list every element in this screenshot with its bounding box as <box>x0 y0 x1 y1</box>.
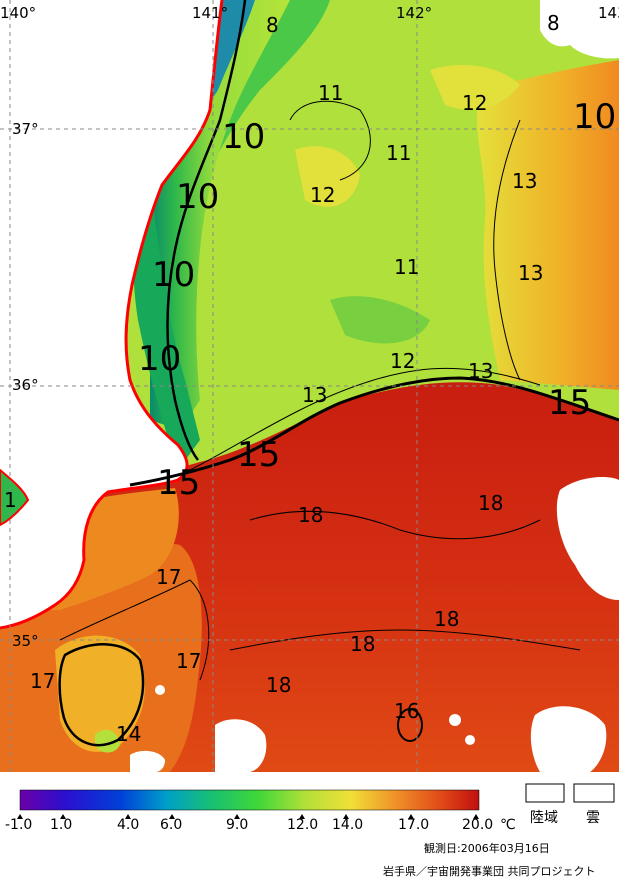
land-label: 陸域 <box>530 810 558 826</box>
scale-tick-label: 17.0 <box>398 817 429 833</box>
latitude-label: 36° <box>12 376 39 394</box>
graticule <box>0 0 619 772</box>
contour-label: 14 <box>116 722 141 746</box>
longitude-label: 140° <box>0 4 36 22</box>
contour-label: 10 <box>138 339 181 379</box>
cloud-swatch <box>573 783 615 803</box>
green-south-spot <box>95 729 120 753</box>
contour-label: 1 <box>4 488 17 512</box>
longitude-label: 143° <box>598 4 619 22</box>
scale-tick-label: 6.0 <box>160 817 182 833</box>
contour-label: 10 <box>152 255 195 295</box>
longitude-label: 142° <box>396 4 432 22</box>
honshu-land <box>0 0 222 628</box>
contour-label: 12 <box>462 91 487 115</box>
cloud-spot <box>465 735 475 745</box>
contour-label: 18 <box>350 632 375 656</box>
scale-tick-label: 4.0 <box>117 817 139 833</box>
contour-label: 18 <box>434 607 459 631</box>
contour-label: 10 <box>222 117 265 157</box>
contour-label: 11 <box>318 81 343 105</box>
contour-label: 17 <box>30 669 55 693</box>
contour-label: 18 <box>478 491 503 515</box>
cloud-north-east <box>540 0 619 59</box>
scale-unit: ℃ <box>500 817 516 833</box>
scale-tick-label: 14.0 <box>332 817 363 833</box>
contour-label: 13 <box>518 261 543 285</box>
isotherm-12 <box>289 100 371 181</box>
isotherm-10 <box>166 0 247 461</box>
isotherm-13-east <box>493 119 521 381</box>
latitude-label: 35° <box>12 632 39 650</box>
credit-line: 岩手県／宇宙開発事業団 共同プロジェクト <box>383 864 596 878</box>
contour-label: 18 <box>298 503 323 527</box>
contour-label: 10 <box>176 177 219 217</box>
latitude-label: 37° <box>12 120 39 138</box>
yellow-southwest-eddy <box>55 635 145 752</box>
isotherm-18-south <box>229 629 581 651</box>
cloud-south-3 <box>130 750 165 772</box>
eastern-warm-water <box>476 60 619 390</box>
island-left <box>0 468 30 527</box>
cloud-spot <box>449 714 461 726</box>
contour-label: 12 <box>310 183 335 207</box>
eddy-south <box>397 708 423 742</box>
cloud-east-large <box>556 477 619 600</box>
land-swatch <box>525 783 565 803</box>
north-yellow-patch <box>430 65 520 110</box>
contour-label: 11 <box>386 141 411 165</box>
scale-tick-label: 12.0 <box>287 817 318 833</box>
contour-label: 17 <box>156 565 181 589</box>
longitude-label: 141° <box>192 4 228 22</box>
scale-tick-label: 9.0 <box>226 817 248 833</box>
contour-label: 13 <box>512 169 537 193</box>
eddy-southwest <box>58 643 145 747</box>
contour-label: 12 <box>390 349 415 373</box>
contour-label: 15 <box>157 463 200 503</box>
cloud-spot <box>155 685 165 695</box>
observation-date: 観測日:2006年03月16日 <box>424 841 550 855</box>
scale-tick-label: -1.0 <box>5 817 32 833</box>
scale-tick-markers <box>17 814 479 819</box>
honshu-coastline <box>0 0 224 630</box>
sea-surface-temperature-map: 140° 141° 142° 143° 37° 36° 35° 8 8 10 1… <box>0 0 619 772</box>
cloud-south-1 <box>215 719 267 772</box>
contour-label: 16 <box>394 699 419 723</box>
contour-label: 8 <box>547 11 560 35</box>
contour-label: 15 <box>548 383 591 423</box>
contour-label: 17 <box>176 649 201 673</box>
cloud-south-2 <box>530 706 607 772</box>
contour-label: 18 <box>266 673 291 697</box>
isotherm-17 <box>59 579 210 681</box>
isotherm-13 <box>189 367 541 471</box>
temperature-legend: -1.0 1.0 4.0 6.0 9.0 12.0 14.0 17.0 20.0… <box>5 783 615 878</box>
contour-label: 10 <box>573 97 616 137</box>
contour-label: 13 <box>302 383 327 407</box>
color-scale-bar <box>19 789 480 811</box>
scale-tick-label: 20.0 <box>462 817 493 833</box>
contour-label: 11 <box>394 255 419 279</box>
contour-label: 8 <box>266 13 279 37</box>
contour-label: 15 <box>237 435 280 475</box>
mid-green-patch <box>330 296 430 344</box>
cloud-label: 雲 <box>586 810 600 826</box>
mid-yellow-patch <box>295 146 360 207</box>
scale-tick-label: 1.0 <box>50 817 72 833</box>
contour-label: 13 <box>468 359 493 383</box>
isotherm-18 <box>249 510 541 540</box>
